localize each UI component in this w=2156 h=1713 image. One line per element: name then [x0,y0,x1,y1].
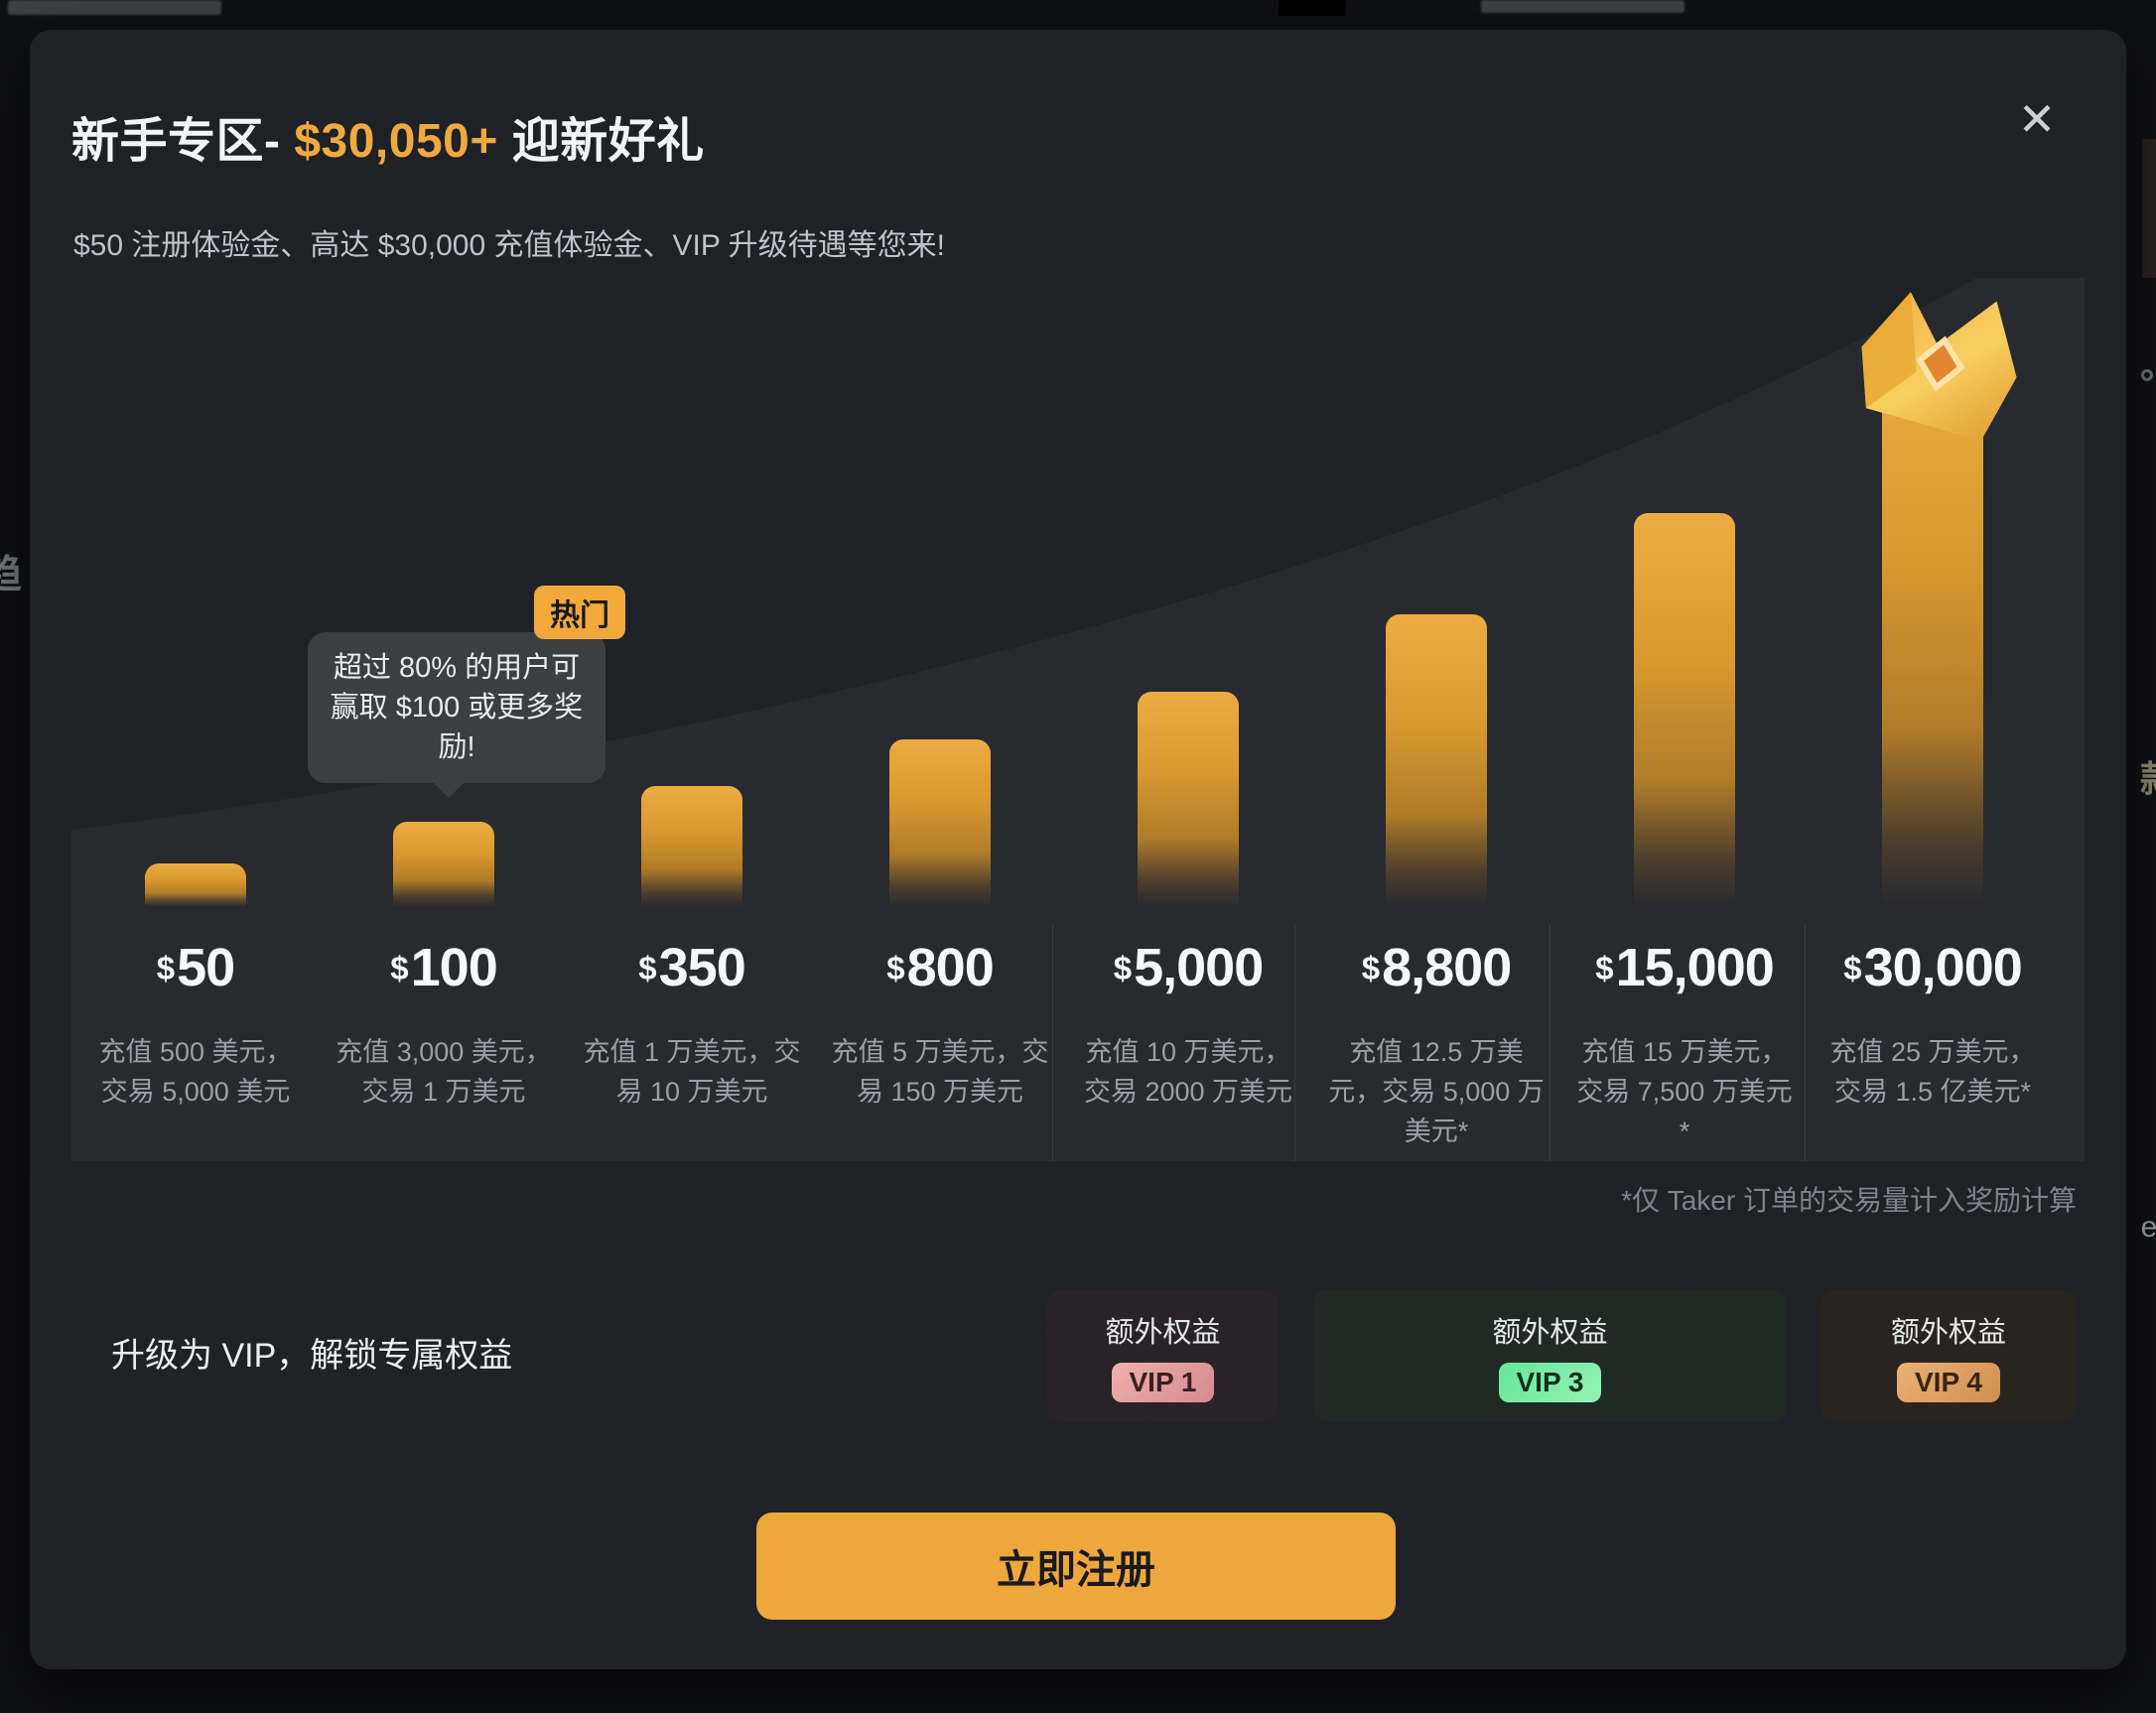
background-gap [1279,0,1346,16]
amount-number: 100 [410,938,498,997]
amount-number: 30,000 [1863,938,2023,997]
tier-requirement: 充值 5 万美元，交易 150 万美元 [831,1037,1049,1107]
column-divider [1294,925,1295,1161]
reward-bar [1386,614,1487,907]
reward-amount: $8,800 [1312,937,1560,998]
reward-amount: $100 [320,937,568,998]
tier-requirement: 充值 500 美元，交易 5,000 美元 [98,1037,293,1107]
background-fragment-left: 趋 [0,553,22,596]
reward-tier-column: $5,000 充值 10 万美元，交易 2000 万美元 [1064,278,1312,1161]
column-divider [1052,925,1053,1161]
title-prefix: 新手专区- [71,115,295,168]
reward-tier-column: $30,000 充值 25 万美元，交易 1.5 亿美元* [1809,278,2057,1161]
background-strip [2142,139,2156,278]
tier-requirement: 充值 12.5 万美元，交易 5,000 万美元* [1328,1037,1545,1146]
vip-card-title: 额外权益 [1890,1317,2006,1349]
column-divider [1805,925,1806,1161]
reward-bar [1634,513,1735,907]
amount-number: 50 [177,938,235,997]
reward-amount: $15,000 [1560,937,1809,998]
vip-card-4: 额外权益 VIP 4 [1820,1290,2077,1421]
reward-amount: $50 [71,937,320,998]
hot-badge: 热门 [534,586,625,639]
amount-number: 15,000 [1615,938,1775,997]
tier-requirement: 充值 1 万美元，交易 10 万美元 [583,1037,801,1107]
dollar-sign: $ [1595,950,1614,987]
vip-level-badge: VIP 4 [1897,1363,2000,1402]
reward-amount: $5,000 [1064,937,1312,998]
dollar-sign: $ [886,950,905,987]
crown-icon [1861,292,2017,441]
background-fragment-right-top: 款 [2140,750,2156,802]
vip-card-3: 额外权益 VIP 3 [1313,1290,1787,1421]
reward-bar [393,822,494,907]
hot-tier-tooltip: 超过 80% 的用户可赢取 $100 或更多奖励! [308,632,606,798]
vip-level-badge: VIP 3 [1498,1363,1602,1402]
dollar-sign: $ [390,950,409,987]
background-circle-icon [2141,369,2153,381]
reward-tier-column: $100 充值 3,000 美元，交易 1 万美元 [320,278,568,1161]
modal-subtitle: $50 注册体验金、高达 $30,000 充值体验金、VIP 升级待遇等您来! [73,229,945,262]
reward-bar [145,863,246,907]
reward-tier-column: $800 充值 5 万美元，交易 150 万美元 [816,278,1064,1161]
close-icon[interactable]: ✕ [2005,87,2069,151]
reward-amount: $800 [816,937,1064,998]
reward-tier-column: $350 充值 1 万美元，交易 10 万美元 [568,278,816,1161]
modal-title: 新手专区- $30,050+ 迎新好礼 [71,101,705,171]
vip-card-title: 额外权益 [1105,1317,1221,1349]
tier-requirement: 充值 10 万美元，交易 2000 万美元 [1083,1037,1293,1107]
vip-card-title: 额外权益 [1492,1317,1608,1349]
title-amount-highlight: $30,050+ [294,115,498,168]
tier-requirement: 充值 3,000 美元，交易 1 万美元 [336,1037,552,1107]
vip-section-label: 升级为 VIP，解锁专属权益 [111,1337,513,1375]
amount-number: 800 [906,938,995,997]
background-swoosh-curve [71,278,2085,1161]
newbie-promo-modal: ✕ 新手专区- $30,050+ 迎新好礼 $50 注册体验金、高达 $30,0… [30,30,2126,1669]
background-clipped-text [8,0,221,15]
vip-level-badge: VIP 1 [1111,1363,1215,1402]
reward-bar [1882,350,1983,907]
reward-tier-column: $50 充值 500 美元，交易 5,000 美元 [71,278,320,1161]
reward-tier-column: $8,800 充值 12.5 万美元，交易 5,000 万美元* [1312,278,1560,1161]
tier-requirement: 充值 15 万美元，交易 7,500 万美元* [1576,1037,1793,1146]
dollar-sign: $ [1361,950,1381,987]
dollar-sign: $ [1113,950,1133,987]
reward-bar [641,786,742,907]
tier-requirement: 充值 25 万美元，交易 1.5 亿美元* [1829,1037,2036,1107]
register-now-button[interactable]: 立即注册 [756,1513,1396,1620]
reward-bar [889,739,991,907]
reward-tier-column: $15,000 充值 15 万美元，交易 7,500 万美元* [1560,278,1809,1161]
taker-footnote: *仅 Taker 订单的交易量计入奖励计算 [1621,1185,2077,1216]
amount-number: 350 [658,938,746,997]
title-suffix: 迎新好礼 [497,115,705,168]
dollar-sign: $ [638,950,657,987]
reward-tier-chart: $50 充值 500 美元，交易 5,000 美元 $100 充值 3,000 … [71,278,2085,1161]
amount-number: 8,800 [1382,938,1512,997]
background-clipped-text [1481,0,1684,13]
dollar-sign: $ [1843,950,1862,987]
reward-amount: $30,000 [1809,937,2057,998]
background-fragment-right-bottom: el [2140,1211,2156,1244]
amount-number: 5,000 [1134,938,1264,997]
dollar-sign: $ [156,950,176,987]
reward-bar [1138,692,1239,907]
vip-card-1: 额外权益 VIP 1 [1047,1290,1279,1421]
reward-amount: $350 [568,937,816,998]
